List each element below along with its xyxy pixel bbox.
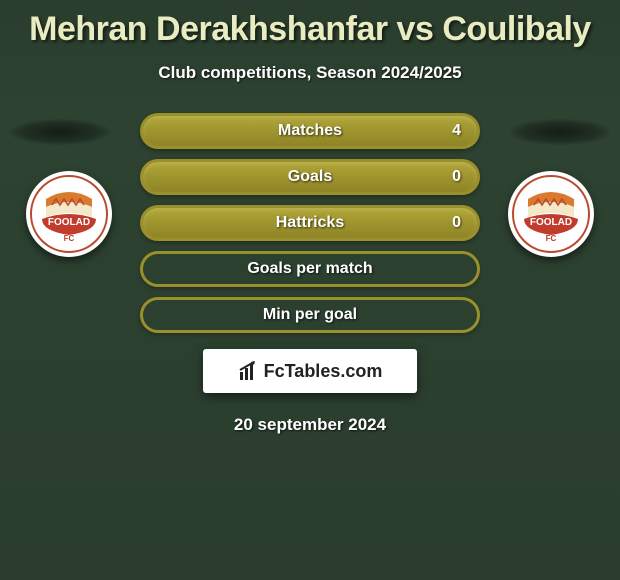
svg-text:FOOLAD: FOOLAD <box>530 217 572 228</box>
stat-value: 0 <box>452 168 461 186</box>
branding-box: FcTables.com <box>203 349 417 393</box>
foolad-crest-icon: FOOLAD FC <box>512 175 590 253</box>
stat-row-hattricks: Hattricks 0 <box>140 205 480 241</box>
svg-text:FC: FC <box>64 234 75 243</box>
stat-label: Goals <box>143 168 477 186</box>
stat-label: Goals per match <box>143 260 477 278</box>
foolad-crest-icon: FOOLAD FC <box>30 175 108 253</box>
shadow-right <box>510 119 610 145</box>
stat-label: Min per goal <box>143 306 477 324</box>
svg-text:FOOLAD: FOOLAD <box>48 217 90 228</box>
comparison-panel: FOOLAD FC FOOLAD FC Matches 4 Goals 0 Ha… <box>0 113 620 435</box>
stat-row-matches: Matches 4 <box>140 113 480 149</box>
subtitle: Club competitions, Season 2024/2025 <box>0 63 620 83</box>
stat-row-goals-per-match: Goals per match <box>140 251 480 287</box>
bar-chart-icon <box>238 360 260 382</box>
stat-value: 0 <box>452 214 461 232</box>
brand-label: FcTables.com <box>264 361 383 382</box>
shadow-left <box>10 119 110 145</box>
club-badge-left: FOOLAD FC <box>26 171 112 257</box>
stat-label: Hattricks <box>143 214 477 232</box>
stat-bars: Matches 4 Goals 0 Hattricks 0 Goals per … <box>140 113 480 333</box>
stat-label: Matches <box>143 122 477 140</box>
page-title: Mehran Derakhshanfar vs Coulibaly <box>0 0 620 49</box>
stat-row-goals: Goals 0 <box>140 159 480 195</box>
svg-text:FC: FC <box>546 234 557 243</box>
stat-row-min-per-goal: Min per goal <box>140 297 480 333</box>
club-badge-right: FOOLAD FC <box>508 171 594 257</box>
stat-value: 4 <box>452 122 461 140</box>
date-label: 20 september 2024 <box>0 415 620 435</box>
